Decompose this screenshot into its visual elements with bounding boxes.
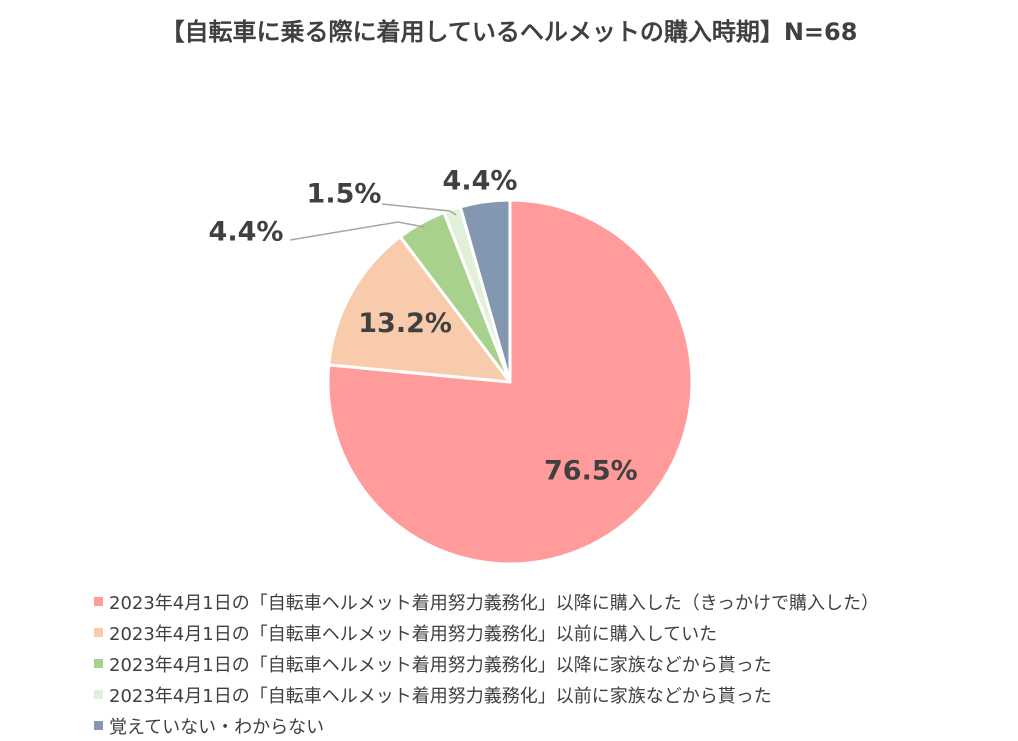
data-label-3: 4.4% xyxy=(209,217,284,248)
legend-label-3: 2023年4月1日の「自転車ヘルメット着用努力義務化」以降に家族などから貰った xyxy=(109,654,772,676)
leader-lines xyxy=(289,203,457,241)
data-label-2: 13.2% xyxy=(358,308,452,339)
leader-line-3 xyxy=(289,221,425,241)
legend-item-5: 覚えていない・わからない xyxy=(94,710,994,741)
legend-swatch-5 xyxy=(94,721,103,730)
legend-swatch-1 xyxy=(94,597,103,606)
legend-item-2: 2023年4月1日の「自転車ヘルメット着用努力義務化」以前に購入していた xyxy=(94,617,994,648)
data-label-5: 4.4% xyxy=(443,166,518,197)
legend-item-1: 2023年4月1日の「自転車ヘルメット着用努力義務化」以降に購入した（きっかけで… xyxy=(94,586,994,617)
data-label-1: 76.5% xyxy=(544,455,638,486)
legend-swatch-4 xyxy=(94,690,103,699)
chart-title: 【自転車に乗る際に着用しているヘルメットの購入時期】N=68 xyxy=(160,18,858,46)
data-label-4: 1.5% xyxy=(307,179,382,210)
leader-line-4 xyxy=(381,203,457,216)
legend-swatch-2 xyxy=(94,628,103,637)
pie-slice-2 xyxy=(327,235,512,384)
legend: 2023年4月1日の「自転車ヘルメット着用努力義務化」以降に購入した（きっかけで… xyxy=(94,586,994,741)
legend-label-5: 覚えていない・わからない xyxy=(109,716,325,738)
legend-item-3: 2023年4月1日の「自転車ヘルメット着用努力義務化」以降に家族などから貰った xyxy=(94,648,994,679)
legend-item-4: 2023年4月1日の「自転車ヘルメット着用努力義務化」以前に家族などから貰った xyxy=(94,679,994,710)
data-labels: 76.5% 13.2% 4.4% 1.5% 4.4% xyxy=(209,166,638,487)
legend-label-4: 2023年4月1日の「自転車ヘルメット着用努力義務化」以前に家族などから貰った xyxy=(109,685,772,707)
legend-label-1: 2023年4月1日の「自転車ヘルメット着用努力義務化」以降に購入した（きっかけで… xyxy=(109,592,879,614)
pie-slices xyxy=(326,198,694,566)
pie-slice-5 xyxy=(458,198,512,384)
legend-label-2: 2023年4月1日の「自転車ヘルメット着用努力義務化」以前に購入していた xyxy=(109,623,718,645)
legend-swatch-3 xyxy=(94,659,103,668)
